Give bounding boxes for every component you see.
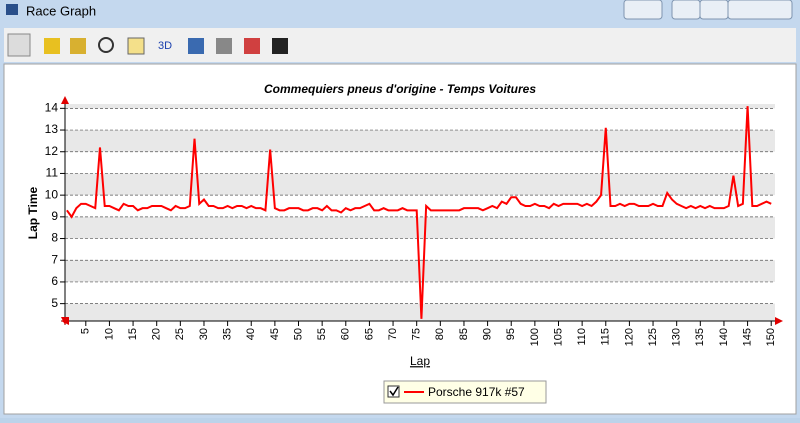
x-tick-label: 120 — [623, 328, 635, 346]
print-tool[interactable] — [216, 38, 232, 54]
x-tick-label: 85 — [458, 328, 470, 340]
legend-checkbox[interactable] — [387, 385, 400, 398]
plot-band — [65, 216, 775, 239]
axis-arrow — [61, 96, 69, 104]
edit-tool[interactable] — [188, 38, 204, 54]
page-tool[interactable] — [127, 37, 145, 55]
chart-title: Commequiers pneus d'origine - Temps Voit… — [264, 82, 536, 96]
x-tick-label: 55 — [316, 328, 328, 340]
x-tick-label: 35 — [222, 328, 234, 340]
axis-arrow — [775, 317, 783, 325]
checkmark — [389, 386, 399, 397]
y-tick-label: 11 — [46, 166, 59, 180]
x-tick-label: 135 — [694, 328, 706, 346]
y-tick-label: 5 — [51, 296, 58, 310]
x-tick-label: 25 — [174, 328, 186, 340]
x-tick-label: 140 — [718, 328, 730, 346]
toolbar — [4, 28, 796, 62]
x-tick-label: 95 — [505, 328, 517, 340]
x-tick-label: 75 — [411, 328, 423, 340]
x-tick-label: 20 — [151, 328, 163, 340]
scroll-tool[interactable] — [70, 38, 86, 54]
x-tick-label: 45 — [269, 328, 281, 340]
y-axis-label: Lap Time — [26, 186, 40, 239]
x-tick-label: 40 — [245, 328, 257, 340]
x-tick-label: 30 — [198, 328, 210, 340]
x-tick-label: 115 — [600, 328, 612, 346]
close-button[interactable] — [727, 0, 793, 20]
palette-tool[interactable] — [244, 38, 260, 54]
chart: Commequiers pneus d'origine - Temps Voit… — [26, 82, 783, 368]
x-tick-label: 105 — [552, 328, 564, 346]
x-tick-label: 70 — [387, 328, 399, 340]
axis-arrow — [61, 317, 69, 325]
y-tick-label: 6 — [51, 274, 58, 288]
data-line — [66, 106, 772, 319]
view-3d-button[interactable]: 3D — [158, 40, 172, 52]
x-tick-label: 110 — [576, 328, 588, 346]
y-tick-label: 8 — [51, 231, 58, 245]
app-icon — [6, 4, 18, 15]
y-tick-label: 7 — [51, 252, 58, 266]
x-tick-label: 10 — [103, 328, 115, 340]
x-tick-label: 130 — [671, 328, 683, 346]
x-tick-label: 15 — [127, 328, 139, 340]
plot-band — [65, 104, 775, 109]
x-axis-label: Lap — [410, 354, 430, 368]
x-tick-label: 90 — [482, 328, 494, 340]
plot-band — [65, 173, 775, 196]
x-tick-label: 5 — [80, 328, 92, 334]
x-tick-label: 50 — [292, 328, 304, 340]
x-tick-label: 80 — [434, 328, 446, 340]
restore-side-button[interactable] — [623, 0, 663, 20]
refresh-tool[interactable] — [44, 38, 60, 54]
zoom-tool[interactable] — [98, 37, 114, 53]
select-tool[interactable] — [7, 33, 31, 57]
legend: Porsche 917k #57 — [383, 380, 547, 404]
y-tick-label: 13 — [45, 122, 59, 136]
x-tick-label: 125 — [647, 328, 659, 346]
y-tick-label: 9 — [51, 209, 58, 223]
window-title: Race Graph — [26, 3, 96, 18]
minimize-button[interactable] — [671, 0, 701, 20]
maximize-button[interactable] — [699, 0, 729, 20]
x-tick-label: 100 — [529, 328, 541, 346]
plot-band — [65, 303, 775, 321]
x-tick-label: 145 — [741, 328, 753, 346]
plot-band — [65, 130, 775, 152]
x-tick-label: 150 — [765, 328, 777, 346]
x-tick-label: 60 — [340, 328, 352, 340]
legend-box — [383, 380, 547, 404]
save-tool[interactable] — [272, 38, 288, 54]
legend-label: Porsche 917k #57 — [428, 385, 525, 399]
y-tick-label: 12 — [45, 144, 59, 158]
x-tick-label: 65 — [363, 328, 375, 340]
y-tick-label: 14 — [45, 101, 59, 115]
y-tick-label: 10 — [45, 187, 59, 201]
